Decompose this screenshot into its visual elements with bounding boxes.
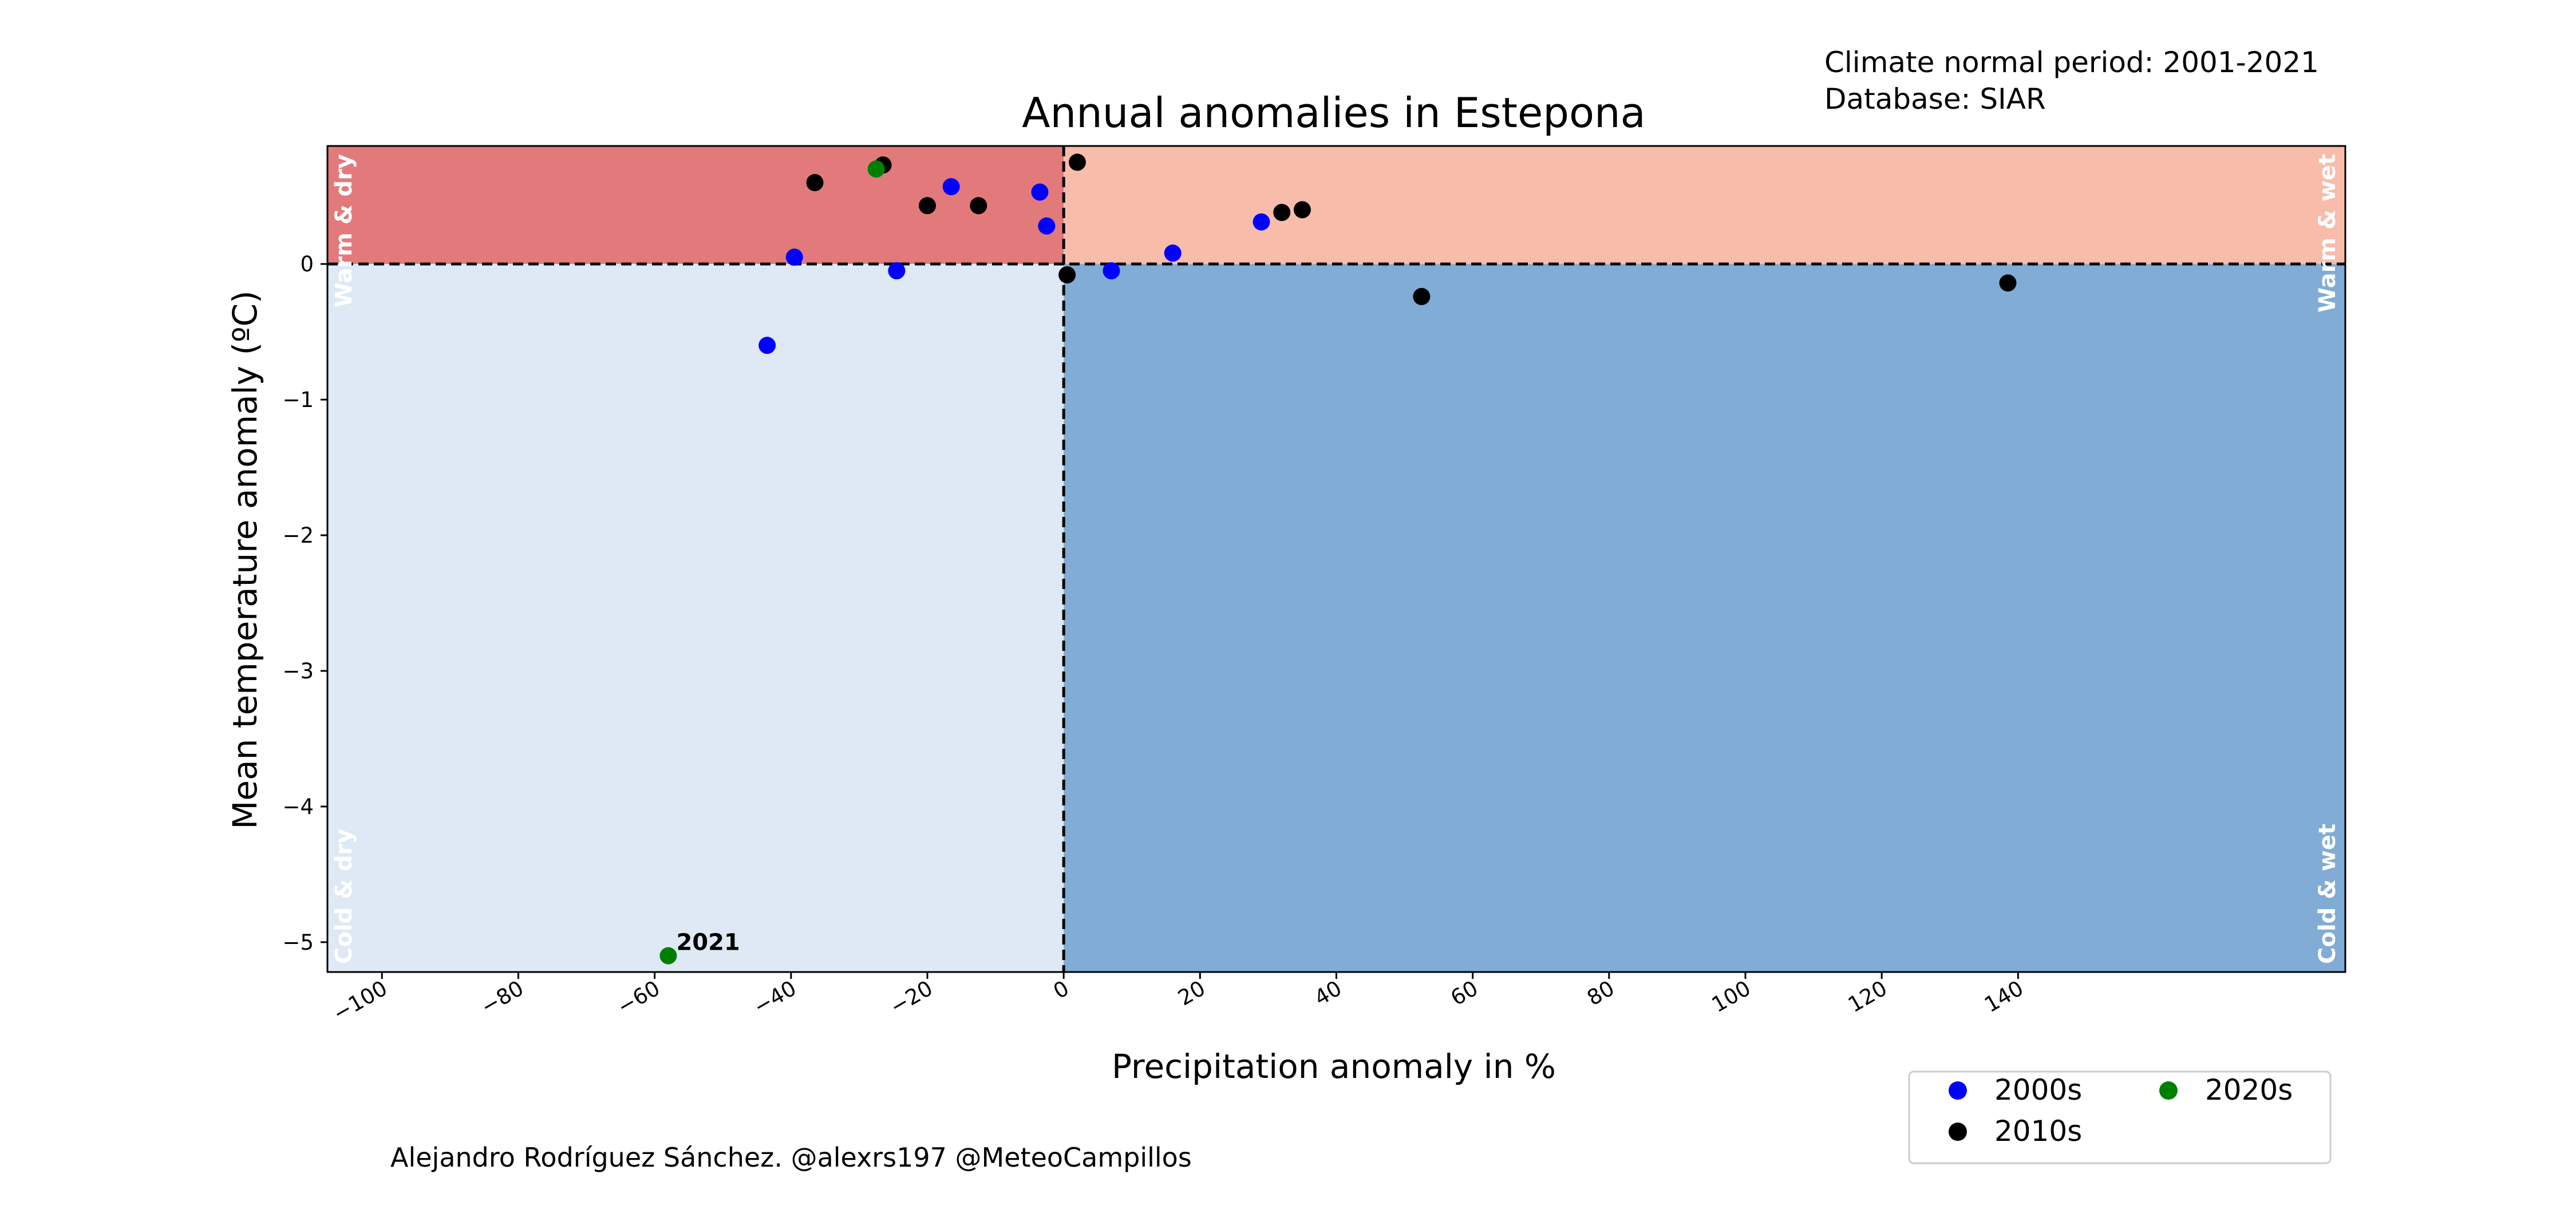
legend-label-2000s: 2000s [1994, 1073, 2082, 1107]
data-point-2000s [1031, 183, 1049, 201]
quadrant-cold-wet [1064, 264, 2345, 973]
data-points: 2021 [659, 153, 2017, 965]
data-point-2000s [888, 262, 906, 279]
quadrant-warm-dry [327, 146, 1064, 264]
legend-marker-2000s [1949, 1081, 1967, 1100]
legend-label-2020s: 2020s [2205, 1073, 2293, 1107]
x-tick-label: −100 [329, 976, 392, 1026]
quadrant-label-warm-wet: Warm & wet [2314, 154, 2341, 313]
data-point-2010s [1068, 153, 1086, 171]
data-point-2000s [1038, 217, 1056, 235]
data-point-2010s [970, 197, 987, 215]
y-axis-title: Mean temperature anomaly (ºC) [226, 290, 264, 829]
legend-marker-2020s [2159, 1081, 2178, 1100]
legend: 2000s 2010s 2020s [1908, 1070, 2332, 1164]
x-tick-label: 40 [1310, 976, 1346, 1011]
database-text: Database: SIAR [1824, 82, 2046, 116]
quadrant-cold-dry [327, 264, 1064, 973]
data-point-2010s [1058, 266, 1076, 284]
data-point-2020s [659, 947, 677, 965]
data-point-2010s [1293, 201, 1311, 219]
x-tick-label: −40 [749, 976, 800, 1020]
y-tick-label: −1 [282, 388, 314, 412]
point-label: 2021 [676, 930, 740, 956]
normal-period-text: Climate normal period: 2001-2021 [1824, 46, 2319, 79]
data-point-2020s [867, 160, 885, 178]
x-tick-label: 120 [1844, 976, 1891, 1018]
data-point-2000s [758, 337, 776, 354]
data-point-2010s [918, 197, 936, 215]
x-tick-label: −60 [613, 976, 664, 1020]
quadrant-warm-wet [1064, 146, 2345, 264]
y-tick-label: −4 [282, 795, 314, 819]
y-tick-label: −3 [282, 659, 314, 684]
x-tick-label: 60 [1447, 976, 1482, 1011]
x-tick-label: 80 [1583, 976, 1618, 1011]
reference-lines [327, 146, 2345, 972]
quadrant-label-cold-dry: Cold & dry [331, 829, 357, 964]
data-point-2010s [1273, 204, 1291, 222]
x-tick-label: 140 [1980, 976, 2028, 1018]
data-point-2000s [1253, 213, 1270, 231]
quadrant-label-cold-wet: Cold & wet [2314, 824, 2341, 964]
quadrant-labels: Warm & dry Cold & dry Warm & wet Cold & wet [331, 154, 2341, 964]
quadrant-layer [327, 146, 2345, 973]
quadrant-label-warm-dry: Warm & dry [331, 154, 357, 307]
data-point-2010s [806, 173, 824, 191]
y-tick-label: −5 [282, 930, 314, 955]
data-point-2000s [942, 178, 960, 196]
data-point-2000s [1103, 262, 1120, 279]
author-credit: Alejandro Rodríguez Sánchez. @alexrs197 … [390, 1142, 1192, 1173]
legend-label-2010s: 2010s [1994, 1115, 2082, 1148]
chart-title: Annual anomalies in Estepona [1022, 89, 1646, 137]
data-point-2000s [1164, 244, 1182, 262]
y-tick-label: −2 [282, 523, 314, 548]
data-point-2010s [1413, 288, 1431, 306]
x-tick-label: 0 [1049, 976, 1073, 1004]
x-axis-title: Precipitation anomaly in % [1112, 1047, 1556, 1086]
x-tick-label: 100 [1708, 976, 1755, 1018]
legend-box [1908, 1070, 2332, 1164]
data-point-2010s [1999, 274, 2017, 292]
x-tick-label: −20 [886, 976, 937, 1020]
x-tick-label: 20 [1174, 976, 1210, 1011]
data-point-2000s [785, 248, 803, 266]
y-tick-label: 0 [300, 252, 314, 276]
x-tick-label: −80 [477, 976, 528, 1020]
legend-marker-2010s [1949, 1123, 1967, 1141]
